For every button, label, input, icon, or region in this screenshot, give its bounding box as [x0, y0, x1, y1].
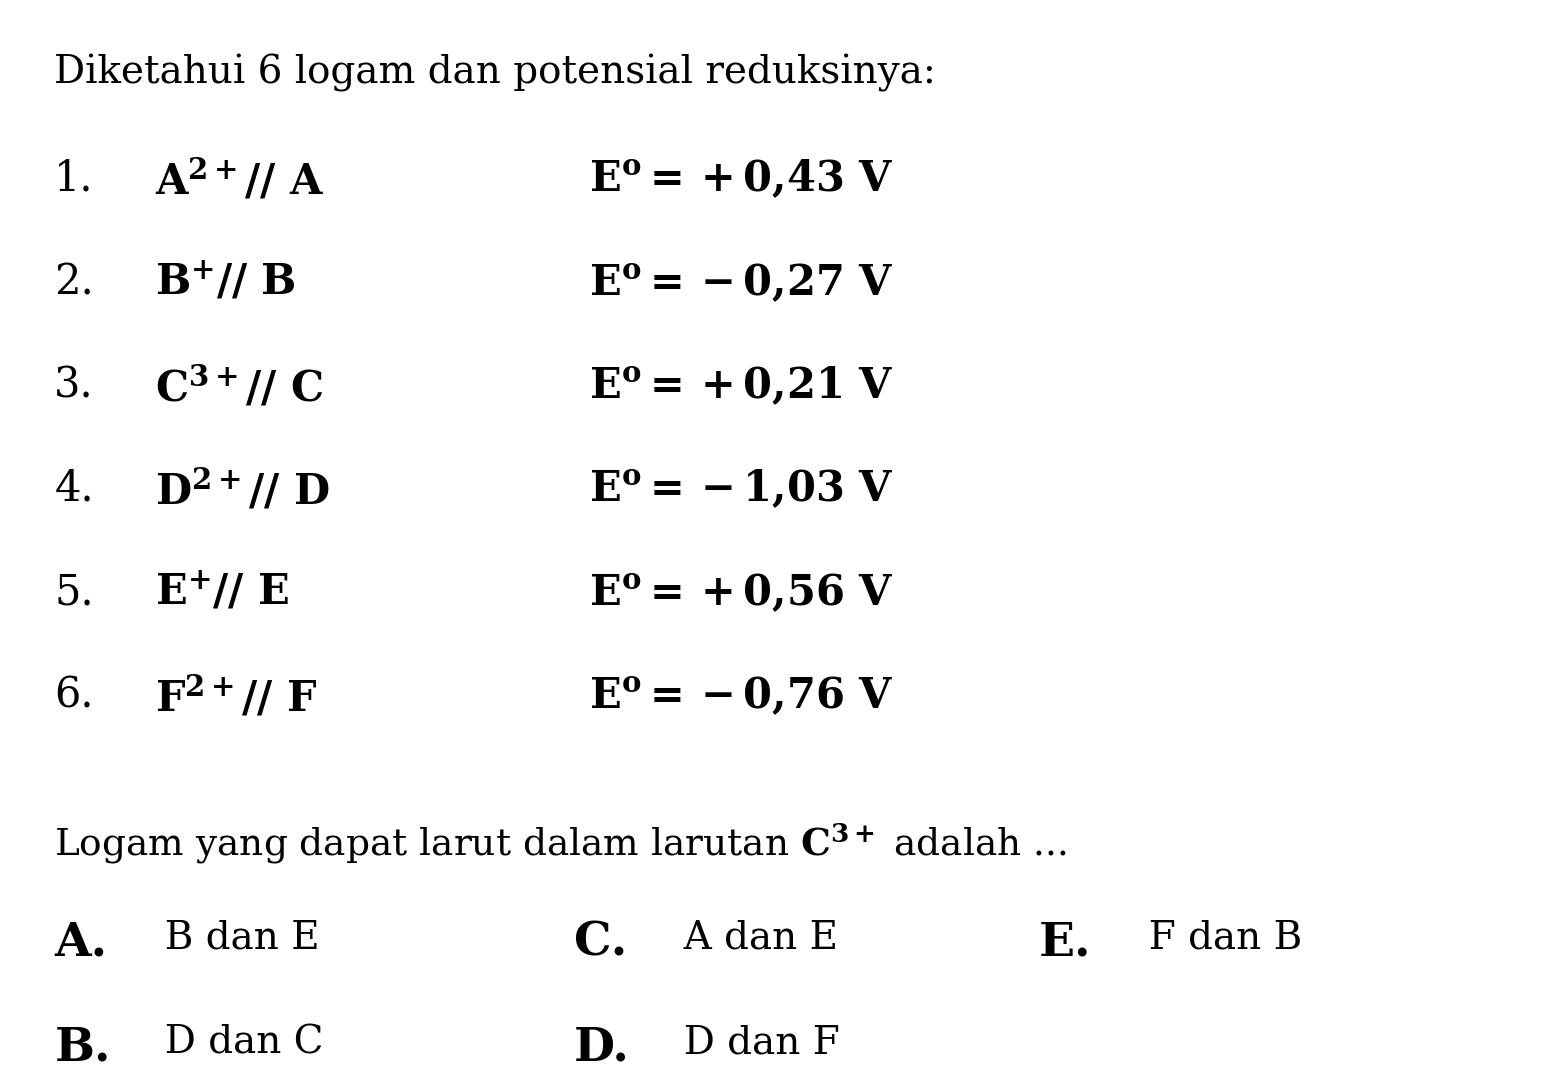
Text: Logam yang dapat larut dalam larutan $\mathbf{C^{3+}}$ adalah ...: Logam yang dapat larut dalam larutan $\m…: [54, 821, 1066, 866]
Text: $\mathbf{E^o = +0{,}56}$ $\mathbf{V}$: $\mathbf{E^o = +0{,}56}$ $\mathbf{V}$: [589, 571, 894, 614]
Text: $\mathbf{E^o = +0{,}43}$ $\mathbf{V}$: $\mathbf{E^o = +0{,}43}$ $\mathbf{V}$: [589, 158, 894, 200]
Text: A dan E: A dan E: [659, 919, 837, 956]
Text: B dan E: B dan E: [140, 919, 319, 956]
Text: D dan C: D dan C: [140, 1025, 322, 1062]
Text: E.: E.: [1038, 919, 1091, 965]
Text: $\mathbf{D^{2+}}$// $\mathbf{D}$: $\mathbf{D^{2+}}$// $\mathbf{D}$: [155, 468, 330, 514]
Text: $\mathbf{A^{2+}}$// $\mathbf{A}$: $\mathbf{A^{2+}}$// $\mathbf{A}$: [155, 158, 324, 203]
Text: B.: B.: [54, 1025, 110, 1071]
Text: D dan F: D dan F: [659, 1025, 840, 1062]
Text: $\mathbf{E^o = -1{,}03}$ $\mathbf{V}$: $\mathbf{E^o = -1{,}03}$ $\mathbf{V}$: [589, 468, 894, 510]
Text: 5.: 5.: [54, 571, 95, 614]
Text: $\mathbf{B^{+}}$// $\mathbf{B}$: $\mathbf{B^{+}}$// $\mathbf{B}$: [155, 261, 296, 304]
Text: 1.: 1.: [54, 158, 93, 200]
Text: F dan B: F dan B: [1124, 919, 1302, 956]
Text: 6.: 6.: [54, 675, 93, 717]
Text: 3.: 3.: [54, 364, 95, 407]
Text: $\mathbf{E^{+}}$// $\mathbf{E}$: $\mathbf{E^{+}}$// $\mathbf{E}$: [155, 571, 290, 614]
Text: Diketahui 6 logam dan potensial reduksinya:: Diketahui 6 logam dan potensial reduksin…: [54, 54, 936, 92]
Text: $\mathbf{E^o = -0{,}76}$ $\mathbf{V}$: $\mathbf{E^o = -0{,}76}$ $\mathbf{V}$: [589, 675, 894, 717]
Text: D.: D.: [574, 1025, 629, 1071]
Text: $\mathbf{E^o = -0{,}27}$ $\mathbf{V}$: $\mathbf{E^o = -0{,}27}$ $\mathbf{V}$: [589, 261, 894, 304]
Text: 4.: 4.: [54, 468, 95, 510]
Text: $\mathbf{C^{3+}}$// $\mathbf{C}$: $\mathbf{C^{3+}}$// $\mathbf{C}$: [155, 364, 324, 410]
Text: 2.: 2.: [54, 261, 95, 304]
Text: $\mathbf{F^{2+}}$// $\mathbf{F}$: $\mathbf{F^{2+}}$// $\mathbf{F}$: [155, 675, 318, 720]
Text: $\mathbf{E^o = +0{,}21}$ $\mathbf{V}$: $\mathbf{E^o = +0{,}21}$ $\mathbf{V}$: [589, 364, 894, 407]
Text: C.: C.: [574, 919, 626, 965]
Text: A.: A.: [54, 919, 107, 965]
